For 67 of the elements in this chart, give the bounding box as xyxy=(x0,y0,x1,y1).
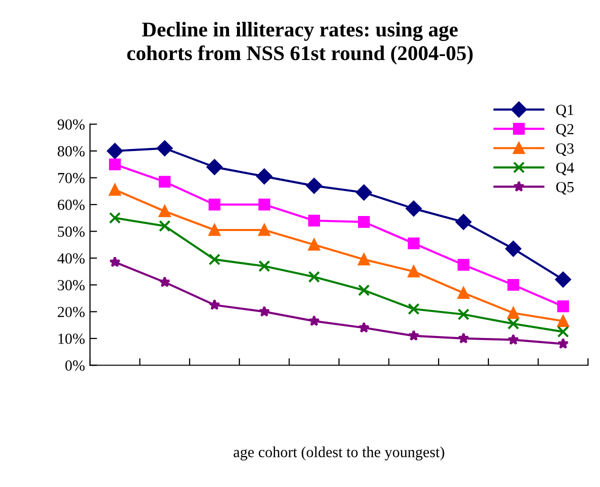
point xyxy=(458,308,470,320)
legend-label: Q4 xyxy=(556,162,574,176)
chart-title: Decline in illiteracy rates: using age cohorts from NSS 61st round (2004-05) xyxy=(127,22,473,64)
point xyxy=(507,318,520,330)
point xyxy=(507,307,520,319)
point xyxy=(358,254,370,266)
point xyxy=(358,322,370,333)
point xyxy=(208,299,220,310)
legend-label: Q2 xyxy=(556,124,574,137)
point xyxy=(108,212,121,224)
point xyxy=(308,270,320,283)
x-axis-title: age cohort (oldest to the youngest) xyxy=(234,446,444,460)
point xyxy=(258,224,270,236)
point xyxy=(158,176,171,188)
point xyxy=(208,224,220,236)
legend-label: Q5 xyxy=(556,182,574,195)
point xyxy=(358,216,370,228)
point xyxy=(507,278,520,291)
y-tick-label: 10% xyxy=(58,334,85,344)
point xyxy=(158,205,171,218)
point xyxy=(458,258,470,271)
point xyxy=(258,198,270,210)
point xyxy=(505,240,522,257)
point xyxy=(308,214,320,227)
point xyxy=(408,330,420,341)
point xyxy=(356,184,372,200)
legend-label: Q3 xyxy=(556,143,574,156)
y-tick-label: 80% xyxy=(58,146,85,156)
point xyxy=(306,178,322,194)
legend-label: Q1 xyxy=(556,104,574,118)
point xyxy=(358,284,370,296)
point xyxy=(256,168,272,184)
y-tick-label: 20% xyxy=(58,306,85,318)
point xyxy=(557,300,570,312)
point xyxy=(158,220,171,232)
point xyxy=(408,237,420,250)
point xyxy=(557,315,570,327)
point xyxy=(308,238,320,251)
point xyxy=(308,315,320,326)
point xyxy=(156,140,173,156)
point xyxy=(408,266,420,278)
point xyxy=(458,332,470,344)
point xyxy=(159,276,170,288)
point xyxy=(208,198,220,210)
point xyxy=(206,159,222,175)
point xyxy=(456,214,472,230)
point xyxy=(458,287,470,299)
point xyxy=(406,200,422,216)
point xyxy=(109,256,121,268)
y-tick-label: 50% xyxy=(58,226,85,237)
point xyxy=(258,306,270,317)
y-tick-label: 0% xyxy=(65,360,85,371)
point xyxy=(508,334,519,345)
y-tick-label: 40% xyxy=(57,253,85,264)
point xyxy=(557,326,570,338)
point xyxy=(555,272,572,288)
point xyxy=(106,143,123,159)
point xyxy=(108,158,121,170)
point xyxy=(258,260,270,272)
y-tick-label: 90% xyxy=(58,119,85,130)
y-tick-label: 60% xyxy=(58,200,85,210)
point xyxy=(108,184,121,196)
point xyxy=(208,254,220,266)
point xyxy=(557,338,569,349)
point xyxy=(408,303,420,315)
y-tick-label: 70% xyxy=(58,172,85,184)
y-tick-label: 30% xyxy=(58,280,85,290)
